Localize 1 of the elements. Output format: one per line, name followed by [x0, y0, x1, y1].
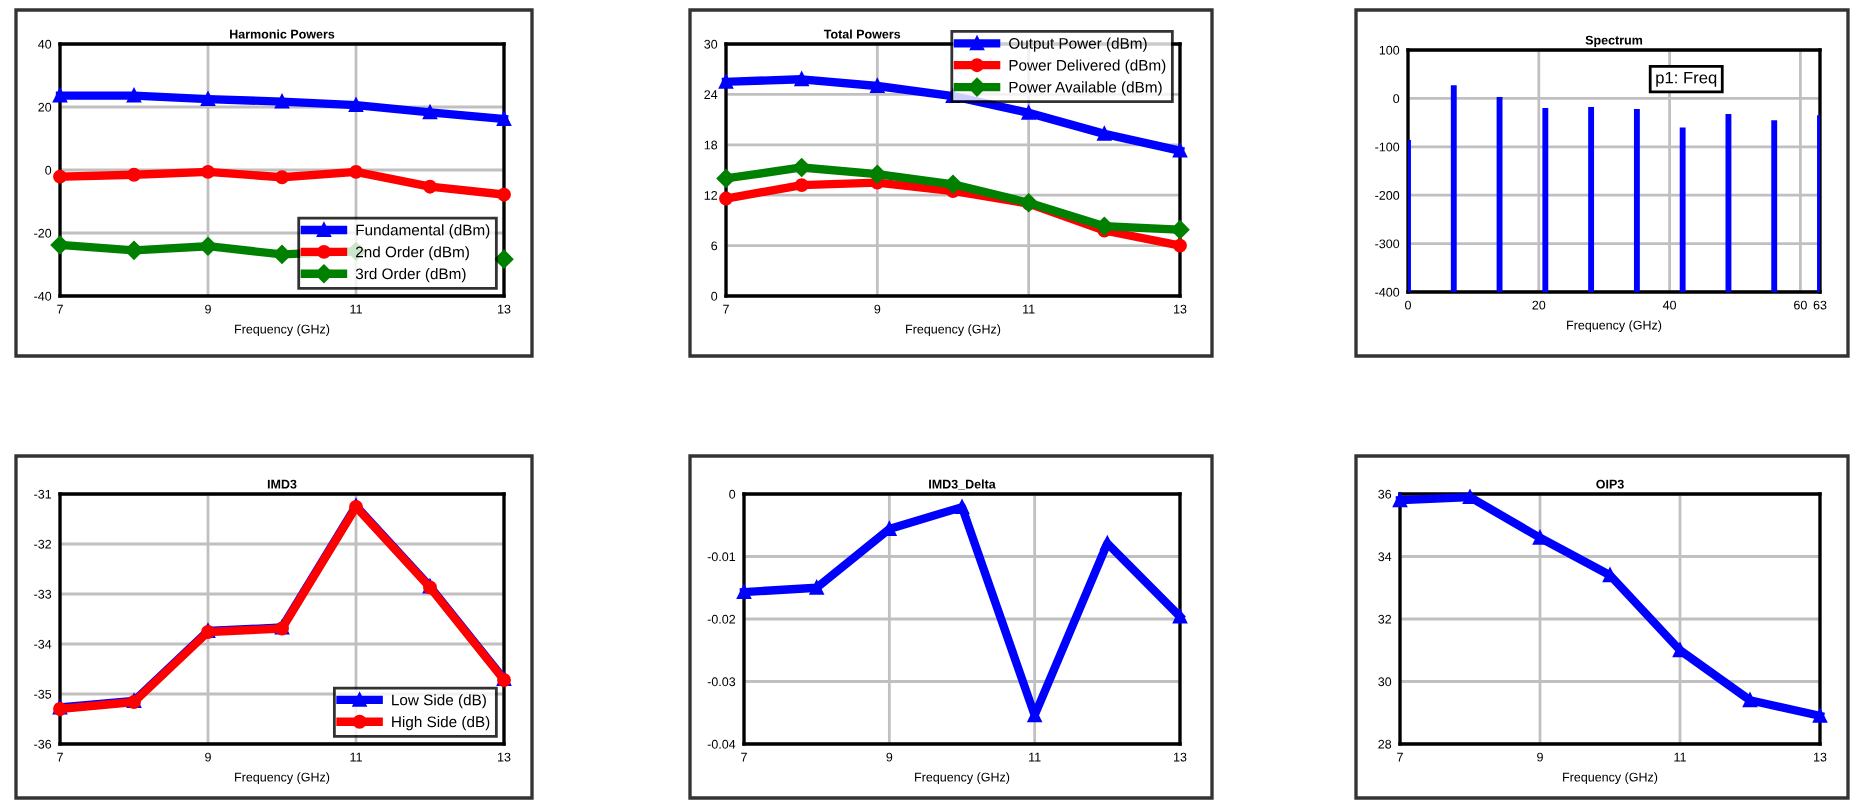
annotation: p1: Freq	[1656, 71, 1717, 87]
